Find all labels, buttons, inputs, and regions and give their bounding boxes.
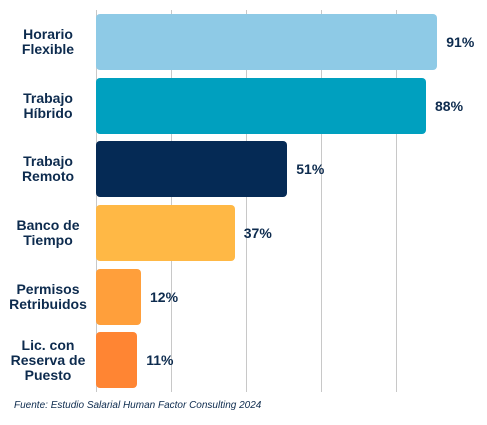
category-label: Trabajo Híbrido: [23, 89, 73, 121]
bar: [96, 77, 426, 134]
category-label: Trabajo Remoto: [21, 153, 75, 185]
value-label: 51%: [296, 161, 325, 178]
grid-line: [321, 10, 322, 392]
category-label: Horario Flexible: [21, 25, 75, 57]
value-label: 91%: [446, 33, 475, 50]
value-label: 88%: [435, 97, 464, 114]
grid-line: [171, 10, 172, 392]
category-label: Banco de Tiempo: [16, 216, 80, 248]
value-label: 12%: [150, 288, 179, 305]
value-label: 11%: [146, 352, 174, 369]
bar: [96, 204, 235, 261]
category-label: Lic. con Reserva de Puesto: [10, 336, 86, 383]
category-label: Permisos Retribuidos: [9, 280, 87, 312]
grid-line: [96, 10, 97, 392]
grid-line: [246, 10, 247, 392]
bar: [96, 332, 138, 389]
grid-line: [396, 10, 397, 392]
bar: [96, 268, 141, 325]
bar: [96, 13, 438, 70]
value-label: 37%: [243, 224, 272, 241]
bar: [96, 141, 288, 198]
source-note: Fuente: Estudio Salarial Human Factor Co…: [14, 400, 262, 411]
